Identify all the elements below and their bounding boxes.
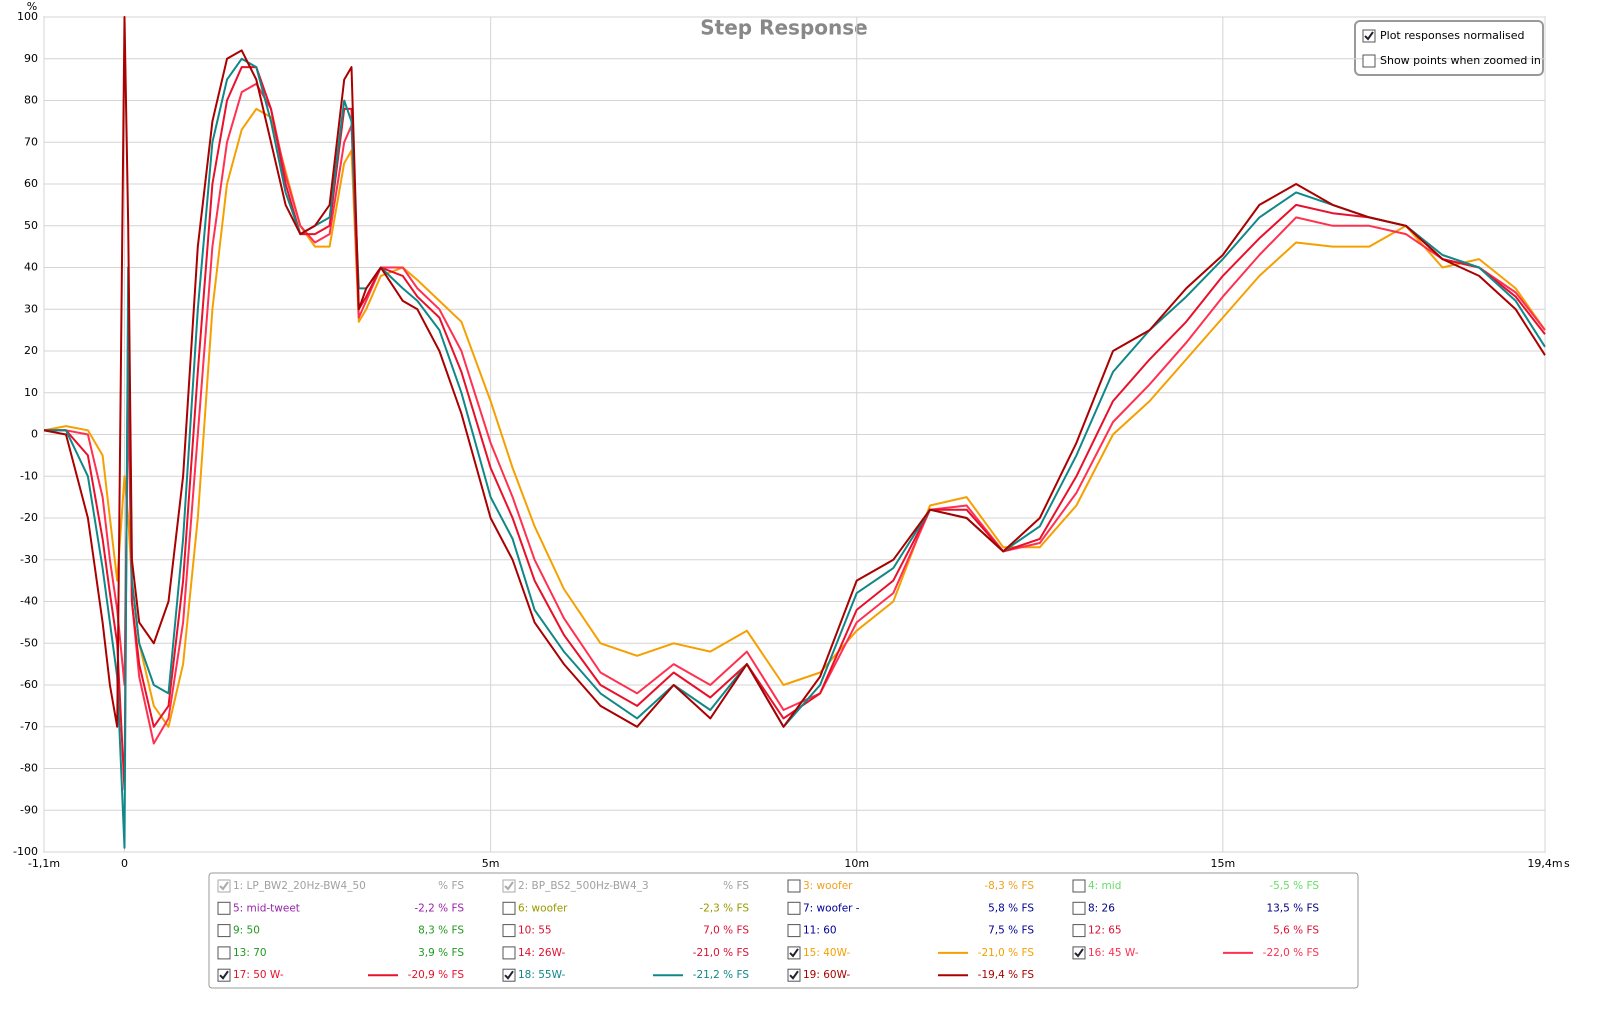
y-tick-label: -10 (20, 469, 38, 482)
legend-checkbox[interactable] (787, 901, 801, 915)
legend-readout: 7,5 % FS (988, 925, 1034, 937)
legend-readout: 13,5 % FS (1266, 902, 1319, 914)
y-tick-label: -80 (20, 762, 38, 775)
y-tick-label: -30 (20, 553, 38, 566)
legend-readout: % FS (438, 880, 464, 892)
x-tick-label: 5m (482, 857, 500, 870)
legend-label: 13: 70 (233, 947, 267, 959)
series-line (44, 107, 1546, 728)
legend-readout: 5,8 % FS (988, 902, 1034, 914)
legend-checkbox-tick[interactable] (504, 970, 514, 980)
legend-checkbox[interactable] (217, 946, 231, 960)
legend-checkbox-tick[interactable] (219, 970, 229, 980)
x-axis-label: s (1564, 857, 1570, 870)
legend-label: 15: 40W- (803, 947, 851, 959)
x-tick-label: 15m (1210, 857, 1235, 870)
legend-label: 17: 50 W- (233, 969, 284, 981)
legend-readout: -2,3 % FS (699, 902, 749, 914)
legend-label: 7: woofer - (803, 902, 860, 914)
legend-readout: -20,9 % FS (408, 969, 465, 981)
y-tick-label: 30 (24, 302, 38, 315)
y-tick-label: -20 (20, 511, 38, 524)
y-tick-label: 40 (24, 261, 38, 274)
x-tick-label: 19,4m (1527, 857, 1562, 870)
legend-checkbox[interactable] (787, 879, 801, 893)
y-tick-label: -40 (20, 595, 38, 608)
legend-readout: -21,0 % FS (978, 947, 1035, 959)
legend-label: 2: BP_BS2_500Hz-BW4_3 (518, 880, 649, 892)
legend-checkbox[interactable] (1072, 901, 1086, 915)
legend-checkbox-tick[interactable] (789, 948, 799, 958)
series-line (44, 82, 1546, 745)
legend-label: 16: 45 W- (1088, 947, 1139, 959)
x-tick-label: 10m (844, 857, 869, 870)
legend-readout: % FS (723, 880, 749, 892)
legend-label: 19: 60W- (803, 969, 851, 981)
series-line (44, 57, 1546, 849)
legend-checkbox[interactable] (787, 924, 801, 938)
legend-checkbox-tick[interactable] (504, 881, 514, 891)
option-label: Plot responses normalised (1380, 29, 1525, 42)
legend-checkbox-tick[interactable] (1074, 948, 1084, 958)
legend-readout: -21,0 % FS (693, 947, 750, 959)
legend-checkbox[interactable] (502, 946, 516, 960)
legend-checkbox-tick[interactable] (789, 970, 799, 980)
legend-panel (208, 872, 1359, 989)
legend-readout: -5,5 % FS (1269, 880, 1319, 892)
legend-label: 11: 60 (803, 925, 837, 937)
legend-label: 4: mid (1088, 880, 1121, 892)
legend-readout: 5,6 % FS (1273, 925, 1319, 937)
options-panel (1354, 20, 1544, 76)
option-checkbox[interactable] (1362, 54, 1376, 68)
legend-checkbox[interactable] (502, 901, 516, 915)
series-line (44, 66, 1546, 791)
y-tick-label: -50 (20, 636, 38, 649)
y-tick-label: 80 (24, 94, 38, 107)
legend-readout: -19,4 % FS (978, 969, 1035, 981)
legend-label: 14: 26W- (518, 947, 566, 959)
y-tick-label: -70 (20, 720, 38, 733)
legend-readout: -21,2 % FS (693, 969, 750, 981)
y-axis-label: % (27, 0, 37, 13)
legend-label: 3: woofer (803, 880, 853, 892)
y-tick-label: -100 (13, 845, 38, 858)
series-line (44, 16, 1546, 728)
legend-readout: 7,0 % FS (703, 925, 749, 937)
legend-checkbox[interactable] (1072, 879, 1086, 893)
legend-label: 10: 55 (518, 925, 552, 937)
legend-checkbox[interactable] (502, 924, 516, 938)
legend-label: 5: mid-tweet (233, 902, 300, 914)
y-tick-label: 20 (24, 344, 38, 357)
legend-label: 8: 26 (1088, 902, 1115, 914)
legend-readout: -8,3 % FS (984, 880, 1034, 892)
legend-readout: -2,2 % FS (414, 902, 464, 914)
y-tick-label: 0 (31, 428, 38, 441)
x-tick-label: 0 (121, 857, 128, 870)
x-tick-label: -1,1m (28, 857, 60, 870)
y-tick-label: 100 (17, 10, 38, 23)
y-tick-label: 90 (24, 52, 38, 65)
y-tick-label: -90 (20, 803, 38, 816)
legend-readout: -22,0 % FS (1263, 947, 1320, 959)
y-tick-label: 10 (24, 386, 38, 399)
option-checkbox-tick[interactable] (1364, 31, 1374, 41)
y-tick-label: 50 (24, 219, 38, 232)
legend-label: 18: 55W- (518, 969, 566, 981)
legend-label: 1: LP_BW2_20Hz-BW4_50 (233, 880, 366, 892)
legend-label: 6: woofer (518, 902, 568, 914)
legend-checkbox[interactable] (1072, 924, 1086, 938)
legend-readout: 3,9 % FS (418, 947, 464, 959)
legend-label: 12: 65 (1088, 925, 1122, 937)
legend-checkbox[interactable] (217, 924, 231, 938)
chart-title: Step Response (700, 16, 867, 40)
y-tick-label: -60 (20, 678, 38, 691)
legend-checkbox-tick[interactable] (219, 881, 229, 891)
legend-label: 9: 50 (233, 925, 260, 937)
y-tick-label: 70 (24, 135, 38, 148)
y-tick-label: 60 (24, 177, 38, 190)
option-label: Show points when zoomed in (1380, 54, 1541, 67)
legend-checkbox[interactable] (217, 901, 231, 915)
legend-readout: 8,3 % FS (418, 925, 464, 937)
